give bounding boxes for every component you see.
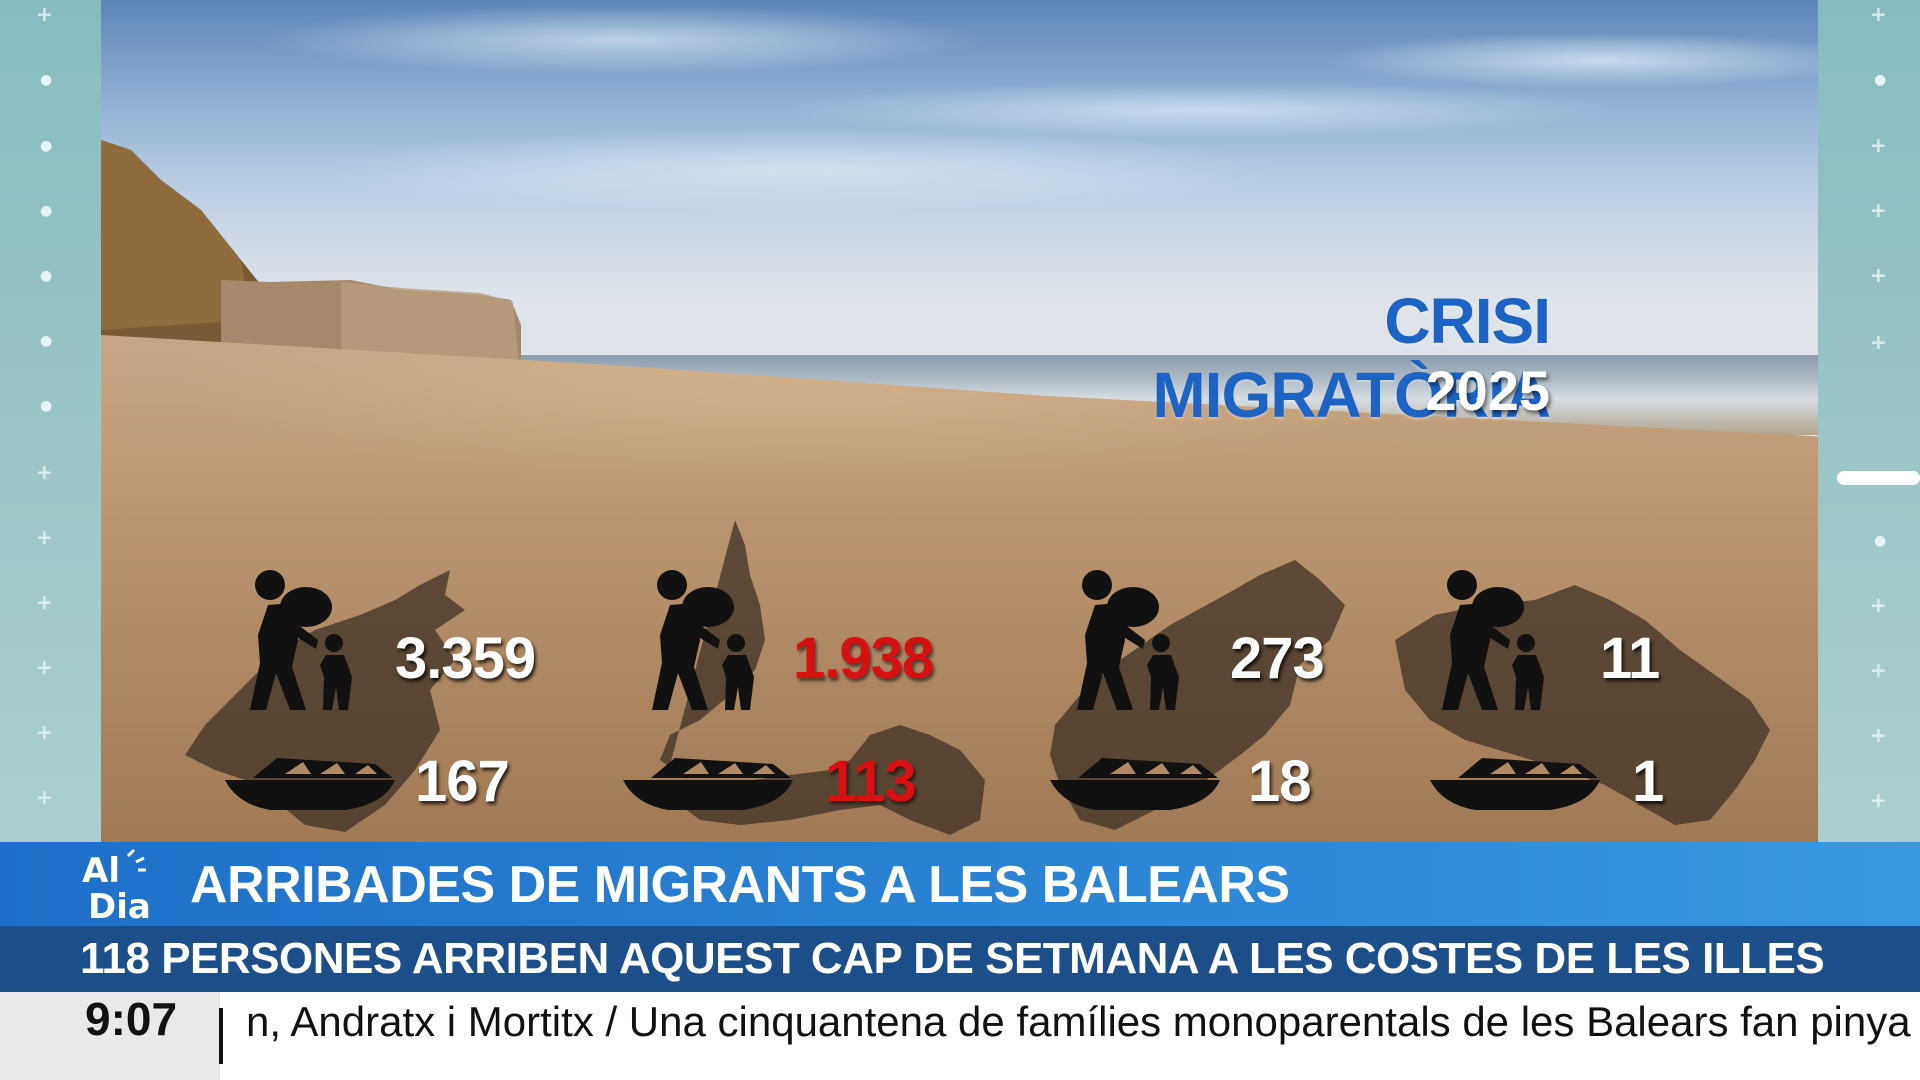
dot-decoration: ● <box>40 333 53 349</box>
dot-decoration: ● <box>40 203 53 219</box>
plus-decoration: + <box>1870 788 1887 812</box>
island-3-boats-count: 18 <box>1248 749 1312 814</box>
subheadline-bar <box>0 926 1920 992</box>
adult-child-migrant-icon <box>652 570 754 710</box>
graphic-title: CRISI MIGRATÒRIA <box>1152 285 1551 431</box>
plus-decoration: + <box>36 525 53 549</box>
island-2-people-count: 1.938 <box>793 626 934 691</box>
eivissa-formentera-map-silhouette <box>660 520 985 835</box>
plus-decoration: + <box>36 655 53 679</box>
clock-box <box>0 992 220 1080</box>
island-3-people-count: 273 <box>1230 626 1325 691</box>
adult-child-migrant-icon <box>1077 570 1179 710</box>
al-dia-logo: Al Dia <box>82 848 151 924</box>
plus-decoration: + <box>1870 330 1887 354</box>
dot-decoration: ● <box>40 72 53 88</box>
plus-decoration: + <box>36 460 53 484</box>
adult-child-migrant-icon <box>1442 570 1544 710</box>
dot-decoration: ● <box>40 398 53 414</box>
dot-decoration: ● <box>1874 72 1887 88</box>
news-ticker: n, Andratx i Mortitx / Una cinquantena d… <box>246 998 1920 1045</box>
island-2-boats-count: 113 <box>825 749 917 814</box>
plus-decoration: + <box>1870 658 1887 682</box>
plus-decoration: + <box>36 2 53 26</box>
plus-decoration: + <box>36 785 53 809</box>
boat-icon <box>1430 758 1600 810</box>
dot-decoration: ● <box>40 138 53 154</box>
plus-decoration: + <box>36 720 53 744</box>
island-4-people-count: 11 <box>1600 626 1660 691</box>
cliff-image <box>101 140 521 380</box>
plus-decoration: + <box>1870 263 1887 287</box>
svg-text:Al: Al <box>82 851 120 891</box>
boat-icon <box>1050 758 1220 810</box>
boat-icon <box>623 758 793 810</box>
clock: 9:07 <box>85 993 178 1045</box>
dot-decoration: ● <box>1874 533 1887 549</box>
plus-decoration: + <box>1870 593 1887 617</box>
plus-decoration: + <box>36 590 53 614</box>
plus-decoration: + <box>1870 723 1887 747</box>
subheadline: 118 PERSONES ARRIBEN AQUEST CAP DE SETMA… <box>80 934 1825 983</box>
adult-child-migrant-icon <box>250 570 352 710</box>
ticker-bar <box>0 992 1920 1080</box>
plus-decoration: + <box>1870 133 1887 157</box>
boat-icon <box>225 758 395 810</box>
headline-bar <box>0 842 1920 926</box>
headline: ARRIBADES DE MIGRANTS A LES BALEARS <box>190 856 1290 914</box>
side-slider-mark <box>1837 471 1920 485</box>
dot-decoration: ● <box>40 268 53 284</box>
plus-decoration: + <box>1870 198 1887 222</box>
plus-decoration: + <box>1870 2 1887 26</box>
ticker-separator <box>219 1008 223 1064</box>
graphic-year: 2025 <box>1425 359 1550 422</box>
island-1-people-count: 3.359 <box>395 626 536 691</box>
island-1-boats-count: 167 <box>415 749 510 814</box>
island-4-boats-count: 1 <box>1632 749 1664 814</box>
svg-text:Dia: Dia <box>88 887 151 924</box>
